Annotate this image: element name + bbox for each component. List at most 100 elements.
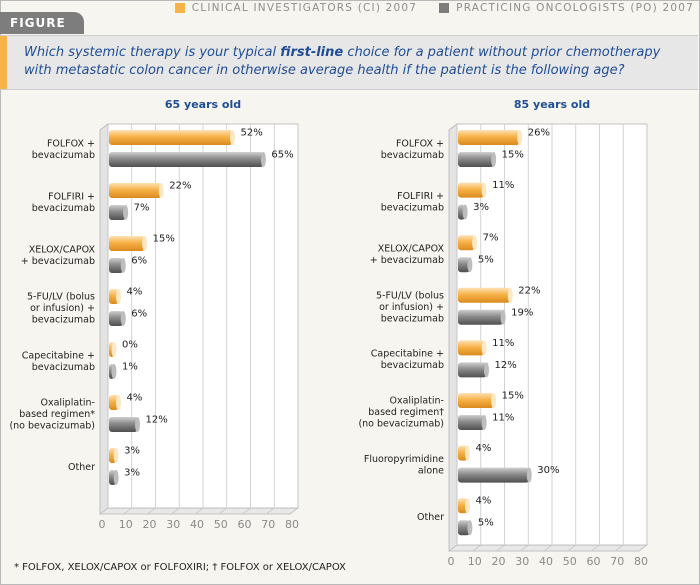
tick-label: 60 xyxy=(587,555,601,568)
bar-cap xyxy=(230,130,235,145)
tick-label: 20 xyxy=(143,518,157,531)
gridline-floor xyxy=(171,507,180,515)
bar-cap xyxy=(120,258,126,273)
legend-swatch-ci xyxy=(174,3,185,13)
bar-cap xyxy=(491,152,497,167)
bar-cap xyxy=(465,498,470,514)
chart-panel-1: 85 years old 0 10 20 30 40 50 60 70 80 FOLFOX + bev… xyxy=(358,98,649,568)
value-label: 7% xyxy=(134,203,150,214)
legend-label-ci: CLINICAL INVESTIGATORS (CI) 2007 xyxy=(191,2,418,14)
tick-label: 10 xyxy=(468,555,482,568)
bar-ci xyxy=(458,393,494,408)
category-label: 5-FU/LV (bolus or infusion) + bevacizumab xyxy=(27,292,95,326)
chart-panel-0: 65 years old 0 10 20 30 40 50 60 70 80 FOLFOX + bev… xyxy=(9,98,300,531)
bar-po xyxy=(458,415,485,430)
bar-ci xyxy=(109,236,145,251)
gridline-floor xyxy=(289,507,299,515)
value-label: 26% xyxy=(528,128,550,139)
gridline-floor xyxy=(194,507,204,515)
tick-label: 10 xyxy=(119,518,133,531)
bar-ci xyxy=(109,289,119,304)
value-label: 3% xyxy=(473,202,489,213)
tick-label: 50 xyxy=(563,555,577,568)
plot-side xyxy=(448,123,458,552)
bar-cap xyxy=(481,340,487,356)
bar-ci xyxy=(458,130,520,145)
gridline-floor xyxy=(266,507,275,515)
bar-cap xyxy=(142,236,148,251)
bar-cap xyxy=(120,311,126,326)
gridline-floor xyxy=(520,544,529,552)
value-label: 52% xyxy=(241,128,263,139)
tick-label: 80 xyxy=(285,518,299,531)
chart-title: 65 years old xyxy=(165,98,241,111)
bar-cap xyxy=(517,130,523,145)
bar-po xyxy=(458,467,530,483)
bar-ci xyxy=(458,287,511,303)
tick-label: 50 xyxy=(214,518,228,531)
bar-cap xyxy=(111,342,117,357)
question-text: Which systemic therapy is your typical f… xyxy=(24,44,686,80)
gridline-floor xyxy=(218,507,227,515)
category-label: XELOX/CAPOX + bevacizumab xyxy=(370,243,445,266)
tick-label: 70 xyxy=(261,518,275,531)
plot-side xyxy=(99,123,109,515)
bar-po xyxy=(458,257,470,273)
tick-label: 40 xyxy=(539,555,553,568)
value-label: 15% xyxy=(502,391,524,402)
tick-label: 70 xyxy=(610,555,624,568)
value-label: 7% xyxy=(483,233,499,244)
value-label: 19% xyxy=(511,307,533,318)
question-accent-bar xyxy=(0,36,7,89)
category-label: XELOX/CAPOX + bevacizumab xyxy=(21,244,96,267)
bar-cap xyxy=(472,235,478,251)
value-label: 3% xyxy=(124,468,140,479)
bar-ci xyxy=(458,445,468,461)
bar-cap xyxy=(507,287,513,303)
chart-title: 85 years old xyxy=(514,98,590,111)
gridline-floor xyxy=(472,544,481,552)
category-label: Capecitabine + bevacizumab xyxy=(371,349,444,372)
legend-item-ci: CLINICAL INVESTIGATORS (CI) 2007 xyxy=(174,2,418,14)
category-label: Capecitabine + bevacizumab xyxy=(22,350,95,373)
legend-label-po: PRACTICING ONCOLOGISTS (PO) 2007 xyxy=(456,2,694,14)
value-label: 3% xyxy=(124,446,140,457)
bar-po xyxy=(458,520,470,536)
value-label: 4% xyxy=(127,287,143,298)
bar-cap xyxy=(116,395,121,410)
gridline-floor xyxy=(242,507,251,515)
bar-po xyxy=(109,205,126,220)
value-label: 1% xyxy=(122,362,138,373)
category-label: Oxaliplatin-based regimen* (no bevacizuma… xyxy=(9,398,95,432)
value-label: 30% xyxy=(537,465,559,476)
gridline-floor xyxy=(638,544,648,552)
bar-cap xyxy=(462,204,468,220)
tick-label: 0 xyxy=(448,555,455,568)
bar-cap xyxy=(158,183,164,198)
value-label: 4% xyxy=(476,496,492,507)
bar-cap xyxy=(491,393,497,408)
question-box: Which systemic therapy is your typical f… xyxy=(0,35,698,90)
value-label: 4% xyxy=(476,443,492,454)
value-label: 65% xyxy=(271,150,293,161)
bar-ci xyxy=(458,498,468,514)
tick-label: 40 xyxy=(190,518,204,531)
bar-po xyxy=(458,152,494,167)
value-label: 15% xyxy=(502,150,524,161)
tick-label: 30 xyxy=(166,518,180,531)
bar-cap xyxy=(123,205,129,220)
value-label: 4% xyxy=(127,393,143,404)
bar-po xyxy=(458,362,487,378)
value-label: 12% xyxy=(495,360,517,371)
gridline-floor xyxy=(496,544,505,552)
bar-po xyxy=(109,258,124,273)
category-label: 5-FU/LV (bolus or infusion) + bevacizumab xyxy=(376,290,444,324)
value-label: 5% xyxy=(478,518,494,529)
bar-cap xyxy=(481,182,487,198)
bar-po xyxy=(458,309,504,325)
legend-swatch-po xyxy=(439,3,450,13)
gridline-floor xyxy=(147,507,156,515)
value-label: 6% xyxy=(131,256,147,267)
bar-ci xyxy=(109,130,233,145)
category-label: Fluoropyrimidine alone xyxy=(364,454,444,477)
